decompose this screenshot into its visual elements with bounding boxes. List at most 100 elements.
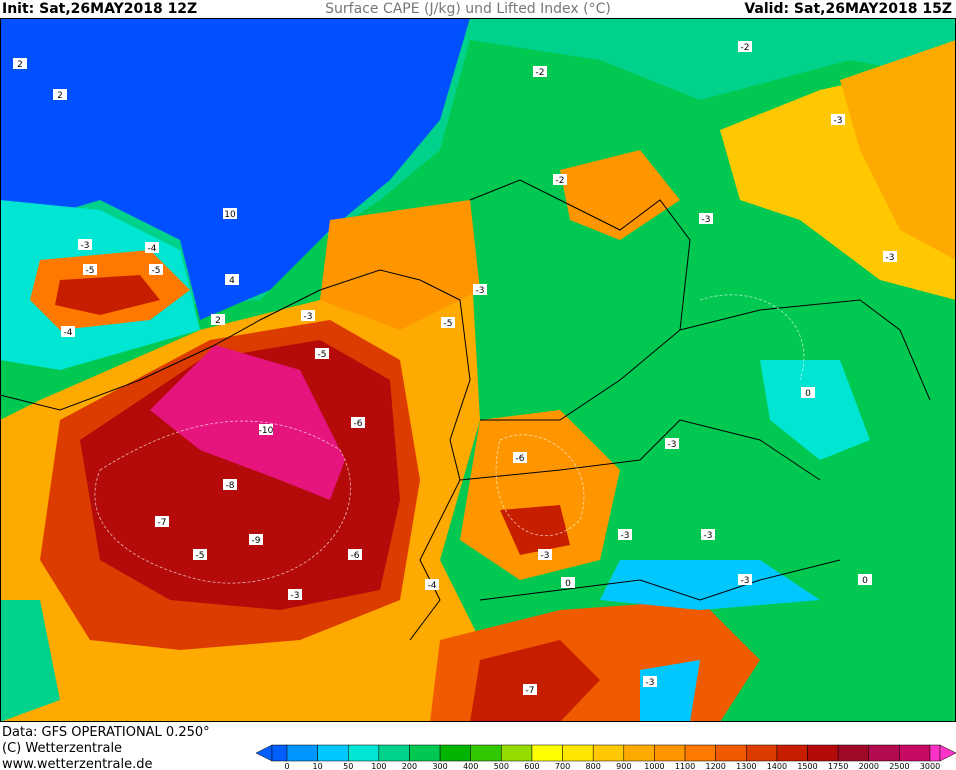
colorbar-segment: [409, 744, 441, 762]
li-label-box: [225, 274, 239, 285]
li-label: -3: [646, 678, 655, 688]
colorbar-segment: [929, 744, 941, 762]
li-label: -3: [541, 551, 550, 561]
cape-field: [560, 150, 680, 240]
colorbar-label: 100: [371, 762, 386, 770]
sea-low-cape: [0, 18, 470, 320]
li-label-box: [643, 676, 657, 687]
li-label-box: [533, 66, 547, 77]
colorbar-segment: [562, 744, 594, 762]
colorbar-label: 50: [343, 762, 353, 770]
li-label: -8: [226, 481, 235, 491]
li-label: 0: [565, 579, 571, 589]
colorbar-label: 1200: [705, 762, 725, 770]
colorbar-label: 1100: [675, 762, 695, 770]
cape-field: [760, 360, 870, 460]
colorbar-label: 200: [402, 762, 417, 770]
colorbar-segment: [837, 744, 870, 762]
li-label-box: [223, 479, 237, 490]
cape-field: [150, 345, 345, 500]
colorbar-label: 1000: [644, 762, 664, 770]
li-label-box: [738, 41, 752, 52]
li-label: -2: [556, 176, 565, 186]
li-label-box: [858, 574, 872, 585]
contour: [94, 420, 351, 584]
li-label-box: [249, 534, 263, 545]
map: 2 2 10 4 -3 -4 -5 -5 -4 -3 -5 -10 -8 -7 -9 -6 -5 -3 -4 -3 -2…: [0, 18, 956, 722]
li-label: -9: [252, 536, 261, 546]
li-label: -6: [516, 454, 525, 464]
cape-field: [320, 200, 480, 330]
cape-field: [55, 275, 160, 315]
li-label-box: [61, 326, 75, 337]
colorbar-segment: [807, 744, 839, 762]
cape-field: [640, 660, 700, 722]
colorbar-label: 300: [432, 762, 447, 770]
border: [214, 269, 471, 641]
colorbar-segment: [746, 744, 778, 762]
li-label: -3: [81, 241, 90, 251]
cape-field: [840, 40, 956, 260]
colorbar-segment: [470, 744, 502, 762]
li-label-box: [523, 684, 537, 695]
li-label-box: [618, 529, 632, 540]
li-label-box: [553, 174, 567, 185]
li-label-box: [699, 213, 713, 224]
coast: [0, 344, 216, 411]
valid-time: Valid: Sat,26MAY2018 15Z: [744, 1, 952, 17]
colorbar-segment: [715, 744, 747, 762]
colorbar-label: 2000: [859, 762, 879, 770]
colorbar-segment: [531, 744, 563, 762]
colorbar-label: 0: [284, 762, 289, 770]
li-label-box: [149, 264, 163, 275]
li-label-box: [211, 314, 225, 325]
li-label-box: [193, 549, 207, 560]
li-label: -3: [704, 531, 713, 541]
li-label: 0: [805, 389, 811, 399]
colorbar-segment: [317, 744, 349, 762]
border: [469, 179, 691, 421]
url: www.wetterzentrale.de: [2, 757, 152, 770]
colorbar-label: 10: [313, 762, 323, 770]
colorbar-segment: [271, 744, 288, 762]
li-label: -3: [291, 591, 300, 601]
colorbar-label: 1750: [828, 762, 848, 770]
li-label: 2: [215, 316, 221, 326]
li-label-box: [78, 239, 92, 250]
li-label-box: [801, 387, 815, 398]
li-label: -7: [526, 686, 535, 696]
li-label: -5: [444, 319, 453, 329]
li-label: -5: [196, 551, 205, 561]
contour: [495, 434, 585, 537]
colorbar-segment: [776, 744, 808, 762]
cape-field: [500, 505, 570, 555]
li-label-box: [301, 310, 315, 321]
li-label: -5: [86, 266, 95, 276]
li-label-box: [831, 114, 845, 125]
colorbar-segment: [439, 744, 471, 762]
li-label-box: [155, 516, 169, 527]
cape-field: [0, 600, 60, 722]
init-time: Init: Sat,26MAY2018 12Z: [2, 1, 197, 17]
li-label-box: [223, 208, 237, 219]
li-label-box: [441, 317, 455, 328]
copyright: (C) Wetterzentrale: [2, 741, 122, 756]
li-labels: 2 2 10 4 -3 -4 -5 -5 -4 -3 -5 -10 -8 -7 -9 -6 -5 -3 -4 -3 -2…: [13, 41, 897, 696]
colorbar-segment: [501, 744, 533, 762]
li-label-box: [13, 58, 27, 69]
colorbar-label: 600: [524, 762, 539, 770]
li-label: -2: [536, 68, 545, 78]
li-contours: [94, 294, 805, 584]
colorbar-label: 400: [463, 762, 478, 770]
colorbar-segment: [899, 744, 931, 762]
colorbar-segment: [623, 744, 655, 762]
li-label: -10: [259, 426, 274, 436]
li-label: 2: [17, 60, 23, 70]
li-label-box: [83, 264, 97, 275]
li-label: -3: [886, 253, 895, 263]
colorbar-label: 900: [616, 762, 631, 770]
colorbar-arrow-right: [939, 744, 956, 762]
cape-field: [600, 560, 820, 610]
colorbar-segment: [654, 744, 686, 762]
